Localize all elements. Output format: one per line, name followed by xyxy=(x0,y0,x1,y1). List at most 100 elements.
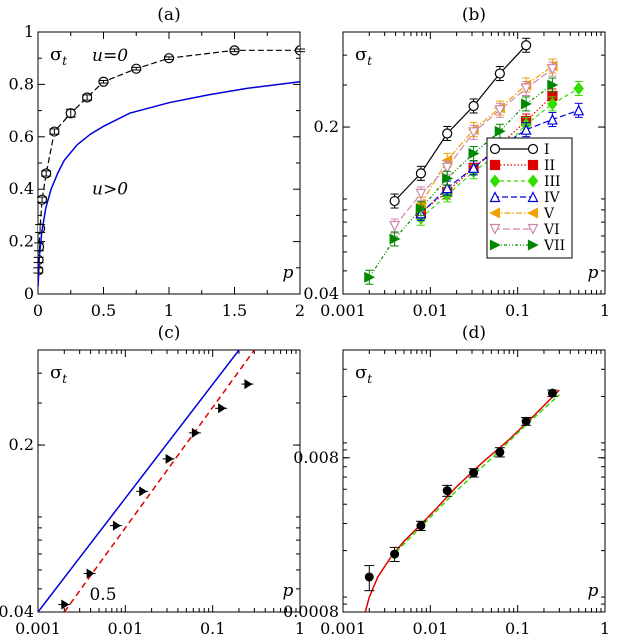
x-tick-label: 1.5 xyxy=(222,301,247,320)
x-tick-label: 0.5 xyxy=(91,301,116,320)
panel-label: (a) xyxy=(157,5,180,25)
x-tick-label: 0.1 xyxy=(200,619,225,634)
legend-box xyxy=(486,137,573,259)
legend-marker-right xyxy=(527,223,539,235)
data-point-VI xyxy=(520,83,532,95)
data-point-IV xyxy=(468,161,480,173)
panel-label: (d) xyxy=(462,323,486,343)
data-point-I xyxy=(442,128,453,139)
data-point-VII xyxy=(364,271,376,283)
y-axis-label: σt xyxy=(355,44,372,68)
data-point-VII xyxy=(442,172,454,184)
x-tick-label: 1 xyxy=(600,301,610,320)
x-tick-label: 0.001 xyxy=(320,301,366,320)
data-point-I xyxy=(521,40,532,51)
legend-label: VII xyxy=(543,238,565,254)
data-point-VII xyxy=(389,233,401,245)
x-tick-label: 1 xyxy=(600,619,610,634)
y-tick-label: 0.4 xyxy=(9,179,34,198)
data-point-III xyxy=(573,82,584,95)
legend-marker-left xyxy=(489,207,501,219)
y-axis-label-subscript: t xyxy=(62,372,67,386)
data-point-III xyxy=(547,97,558,111)
y-axis-label: σt xyxy=(50,44,67,68)
annotation: u>0 xyxy=(92,179,128,199)
y-tick-label: 0.008 xyxy=(293,448,339,467)
y-tick-label: 0.2 xyxy=(314,117,339,136)
data-point xyxy=(294,45,300,56)
data-point-I xyxy=(494,68,505,79)
data-point-VI xyxy=(546,63,558,75)
x-axis-label: p xyxy=(588,581,599,601)
data-point-I xyxy=(389,195,400,207)
legend-marker-left xyxy=(489,174,501,188)
legend-marker-right xyxy=(527,239,539,251)
fit-line-slope-0.5 xyxy=(63,350,255,612)
x-tick-label: 2 xyxy=(295,301,305,320)
legend-marker-right xyxy=(527,174,539,188)
y-axis-label-subscript: t xyxy=(62,54,67,68)
data-point-VI xyxy=(494,105,506,117)
data-point-VII xyxy=(547,79,559,91)
legend-marker-left xyxy=(489,143,501,155)
legend-label: III xyxy=(544,174,561,190)
slope-annotation: 0.5 xyxy=(89,585,116,605)
y-tick-label: 0.0008 xyxy=(283,602,339,621)
legend-label: V xyxy=(543,206,555,222)
data-point-VI xyxy=(415,188,427,200)
y-tick-label: 0.6 xyxy=(9,127,34,146)
annotation: u=0 xyxy=(92,46,128,66)
y-tick-label: 0.2 xyxy=(9,232,34,251)
legend-marker-right xyxy=(527,159,539,171)
plot-area-0 xyxy=(38,45,300,287)
y-tick-label: 1 xyxy=(24,22,34,41)
legend-label: I xyxy=(544,142,550,158)
data-point-IV xyxy=(441,182,453,194)
data-point-VII xyxy=(521,98,532,110)
data-point-VI xyxy=(441,162,453,174)
legend-label: VI xyxy=(543,222,560,238)
plot-frame-3 xyxy=(342,349,606,613)
x-tick-label: 1 xyxy=(295,619,305,634)
y-tick-label: 0.04 xyxy=(303,284,339,303)
fit-line-solid xyxy=(38,350,240,612)
legend-marker-left xyxy=(489,239,501,251)
legend-marker-right xyxy=(527,143,539,155)
y-axis-label-subscript: t xyxy=(367,372,372,386)
y-tick-label: 0.8 xyxy=(9,74,34,93)
panel-label: (c) xyxy=(158,323,181,343)
y-axis-label: σt xyxy=(50,362,67,386)
y-tick-label: 0 xyxy=(24,284,34,303)
x-axis-label: p xyxy=(283,581,294,601)
plot-frame-0 xyxy=(37,31,301,295)
x-tick-label: 0 xyxy=(33,301,43,320)
x-axis-label: p xyxy=(588,263,599,283)
data-point-VI xyxy=(468,127,480,139)
fit-line-fit xyxy=(364,389,560,612)
series-line-u=0 xyxy=(38,49,300,271)
x-tick-label: 0.001 xyxy=(15,619,61,634)
data-point-I xyxy=(468,100,479,112)
legend-label: II xyxy=(544,158,555,174)
y-tick-label: 0.04 xyxy=(0,602,34,621)
series-line-u>0 xyxy=(38,81,300,287)
x-axis-label: p xyxy=(283,263,294,283)
plot-area-3 xyxy=(364,388,560,612)
data-point-IV xyxy=(573,104,585,116)
y-axis-label: σt xyxy=(355,362,372,386)
legend-marker-right xyxy=(527,191,539,203)
data-point-VI xyxy=(389,220,401,232)
x-tick-label: 0.01 xyxy=(108,619,144,634)
x-tick-label: 0.1 xyxy=(505,619,530,634)
x-tick-label: 0.01 xyxy=(413,301,449,320)
data-point-VII xyxy=(415,203,427,215)
y-tick-label: 0.2 xyxy=(9,435,34,454)
legend-marker-left xyxy=(489,223,501,235)
data-point-VII xyxy=(468,148,480,159)
panel-label: (b) xyxy=(462,5,486,25)
legend-marker-left xyxy=(489,159,501,171)
plot-frame-1 xyxy=(342,31,606,295)
legend-marker-right xyxy=(527,207,539,219)
series-line-I xyxy=(394,44,527,202)
